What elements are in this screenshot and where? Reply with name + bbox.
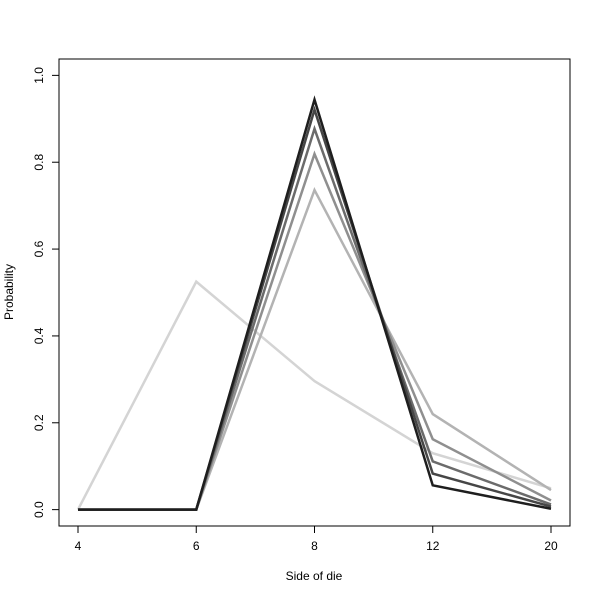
x-tick-label: 12	[426, 539, 440, 553]
y-tick-label: 1.0	[32, 67, 46, 84]
series-line	[78, 150, 552, 511]
series-line	[76, 279, 552, 511]
y-axis-title: Probability	[2, 264, 16, 320]
x-tick-label: 6	[193, 539, 200, 553]
x-tick-label: 4	[75, 539, 82, 553]
series-line	[78, 105, 552, 511]
y-tick-label: 0.2	[32, 414, 46, 431]
y-tick-label: 0.8	[32, 154, 46, 171]
y-tick-label: 0.4	[32, 327, 46, 344]
x-tick-label: 8	[311, 539, 318, 553]
series-line	[78, 124, 552, 511]
y-tick-label: 0.0	[32, 501, 46, 518]
series-line	[78, 95, 552, 511]
x-tick-label: 20	[544, 539, 558, 553]
y-tick-label: 0.6	[32, 240, 46, 257]
series-line	[78, 186, 552, 511]
x-axis-title: Side of die	[286, 569, 343, 583]
